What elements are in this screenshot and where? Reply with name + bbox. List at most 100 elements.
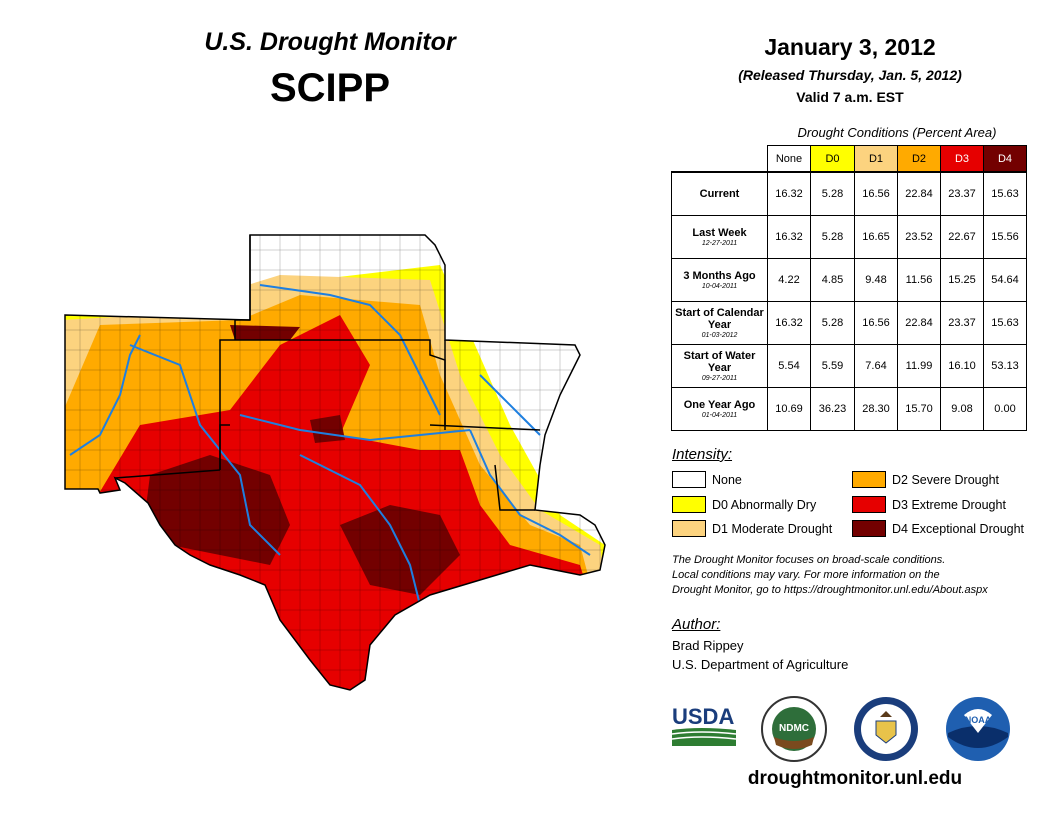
col-header-none: None (767, 145, 811, 173)
row-label: Last Week 12-27-2011 (671, 215, 768, 259)
table-cell: 15.70 (897, 387, 941, 431)
table-cell: 22.84 (897, 171, 941, 216)
table-caption: Drought Conditions (Percent Area) (797, 125, 997, 140)
conditions-table: None D0 D1 D2 D3 D4 Current 16.32 5.28 1… (671, 145, 1027, 431)
map-title: U.S. Drought Monitor (204, 28, 456, 56)
table-cell: 9.08 (940, 387, 984, 431)
table-cell: 5.54 (767, 344, 811, 388)
disclaimer-note: The Drought Monitor focuses on broad-sca… (672, 553, 1042, 598)
commerce-seal-logo (854, 697, 918, 761)
table-row-last-week: Last Week 12-27-2011 16.32 5.28 16.65 23.… (671, 215, 1027, 259)
legend-title: Intensity: (672, 446, 733, 463)
table-cell: 15.56 (983, 215, 1027, 259)
table-cell: 23.52 (897, 215, 941, 259)
table-cell: 16.10 (940, 344, 984, 388)
note-line: The Drought Monitor focuses on broad-sca… (672, 554, 946, 566)
table-row-current: Current 16.32 5.28 16.56 22.84 23.37 15.… (671, 171, 1027, 216)
table-cell: 16.32 (767, 171, 811, 216)
table-cell: 16.56 (854, 301, 898, 345)
table-cell: 23.37 (940, 171, 984, 216)
ndmc-logo: NDMC (761, 696, 827, 762)
legend-swatch (672, 471, 706, 488)
legend-label: None (712, 472, 742, 487)
row-label: Current (671, 171, 768, 216)
d4-area-central (340, 505, 460, 595)
table-corner (672, 146, 768, 173)
legend-item-none: None (672, 471, 742, 488)
legend-item-d2: D2 Severe Drought (852, 471, 999, 488)
note-line: Drought Monitor, go to https://droughtmo… (672, 584, 988, 596)
table-cell: 9.48 (854, 258, 898, 302)
legend-label: D0 Abnormally Dry (712, 497, 817, 512)
author-title: Author: (672, 616, 721, 633)
table-row-start-of-calendar-year: Start of Calendar Year 01-03-2012 16.32 5… (671, 301, 1027, 345)
row-label: Start of Water Year 09-27-2011 (671, 344, 768, 388)
col-header-d0: D0 (810, 145, 855, 173)
note-line: Local conditions may vary. For more info… (672, 569, 940, 581)
legend-swatch (852, 520, 886, 537)
legend-label: D2 Severe Drought (892, 472, 1000, 487)
drought-map (64, 234, 606, 691)
table-cell: 16.32 (767, 301, 811, 345)
legend-label: D1 Moderate Drought (712, 521, 833, 536)
table-cell: 0.00 (983, 387, 1027, 431)
valid-time: Valid 7 a.m. EST (796, 89, 904, 105)
table-cell: 16.32 (767, 215, 811, 259)
legend-item-d1: D1 Moderate Drought (672, 520, 832, 537)
col-header-d2: D2 (897, 145, 941, 173)
col-header-d1: D1 (854, 145, 898, 173)
legend-item-d3: D3 Extreme Drought (852, 496, 1006, 513)
legend-swatch (672, 520, 706, 537)
table-row-3-months-ago: 3 Months Ago 10-04-2011 4.22 4.85 9.48 11… (671, 258, 1027, 302)
ndmc-logo-text: NDMC (779, 723, 809, 734)
author-name: Brad Rippey (672, 638, 744, 653)
table-cell: 15.63 (983, 301, 1027, 345)
table-cell: 16.65 (854, 215, 898, 259)
release-date: (Released Thursday, Jan. 5, 2012) (738, 67, 962, 83)
author-organization: U.S. Department of Agriculture (672, 657, 849, 672)
table-cell: 28.30 (854, 387, 898, 431)
table-cell: 5.28 (810, 301, 855, 345)
legend-swatch (852, 496, 886, 513)
table-row-start-of-water-year: Start of Water Year 09-27-2011 5.54 5.59 … (671, 344, 1027, 388)
table-cell: 23.37 (940, 301, 984, 345)
table-cell: 36.23 (810, 387, 855, 431)
usda-logo: USDA (671, 704, 737, 746)
table-cell: 7.64 (854, 344, 898, 388)
table-cell: 15.63 (983, 171, 1027, 216)
d4-area-west (145, 455, 290, 565)
table-cell: 11.56 (897, 258, 941, 302)
table-cell: 5.59 (810, 344, 855, 388)
table-cell: 53.13 (983, 344, 1027, 388)
col-header-d4: D4 (983, 145, 1027, 173)
table-cell: 22.84 (897, 301, 941, 345)
table-cell: 4.22 (767, 258, 811, 302)
legend-swatch (852, 471, 886, 488)
usda-logo-text: USDA (672, 704, 734, 729)
legend-item-d4: D4 Exceptional Drought (852, 520, 1024, 537)
table-cell: 11.99 (897, 344, 941, 388)
region-title: SCIPP (269, 66, 391, 110)
table-cell: 4.85 (810, 258, 855, 302)
d4-area-oklahoma (310, 415, 345, 443)
table-cell: 15.25 (940, 258, 984, 302)
noaa-logo: NOAA (946, 697, 1010, 761)
table-cell: 10.69 (767, 387, 811, 431)
table-cell: 5.28 (810, 171, 855, 216)
table-cell: 16.56 (854, 171, 898, 216)
row-label: One Year Ago 01-04-2011 (671, 387, 768, 431)
map-date: January 3, 2012 (764, 34, 936, 60)
legend-swatch (672, 496, 706, 513)
legend-label: D4 Exceptional Drought (892, 521, 1025, 536)
legend-item-d0: D0 Abnormally Dry (672, 496, 816, 513)
row-label: 3 Months Ago 10-04-2011 (671, 258, 768, 302)
table-row-one-year-ago: One Year Ago 01-04-2011 10.69 36.23 28.30… (671, 387, 1027, 431)
noaa-logo-text: NOAA (965, 715, 992, 725)
table-cell: 5.28 (810, 215, 855, 259)
d4-area-north (230, 325, 300, 340)
table-cell: 54.64 (983, 258, 1027, 302)
legend-label: D3 Extreme Drought (892, 497, 1006, 512)
row-label: Start of Calendar Year 01-03-2012 (671, 301, 768, 345)
col-header-d3: D3 (940, 145, 984, 173)
website-url[interactable]: droughtmonitor.unl.edu (747, 768, 963, 789)
